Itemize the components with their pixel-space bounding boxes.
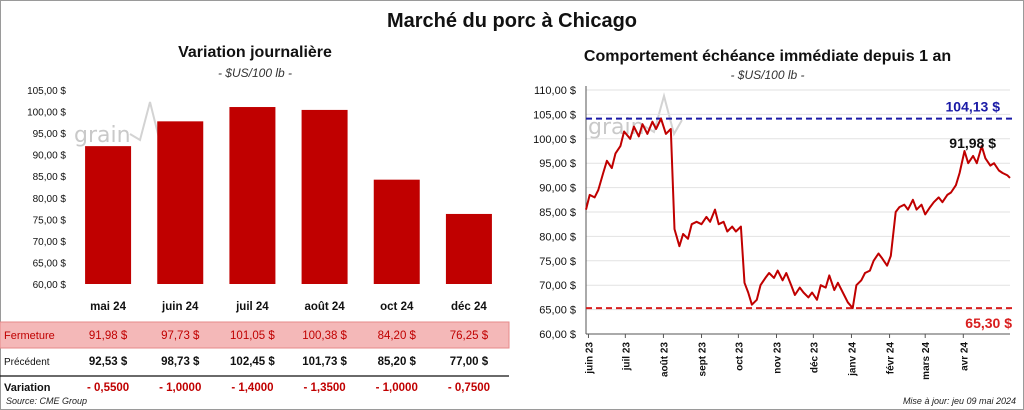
y-tick-label: 80,00 $ [33,194,67,205]
bar-chart: grain 60,00 $ 65,00 $ 70,00 $ 75,00 $ 80,00 $… [0,86,510,394]
table-cell: 85,20 $ [378,356,417,368]
table-cell: - 0,5500 [87,382,129,394]
table-cell: - 1,0000 [376,382,418,394]
y-tick-label: 95,00 $ [33,129,67,140]
category-label: juil 24 [235,301,269,313]
y-tick-label: 60,00 $ [539,329,576,341]
bar [229,107,276,284]
ref-label-high: 104,13 $ [946,99,1001,115]
bar [301,109,348,285]
watermark-mark [643,92,683,137]
table-row-label: Variation [4,382,51,394]
left-chart-subtitle: - $US/100 lb - [217,66,293,80]
y-tick-label: 90,00 $ [539,183,576,195]
table-row-label: Fermeture [4,330,55,342]
x-tick-label: févr 24 [886,342,897,375]
price-line [585,117,1011,310]
y-tick-label: 85,00 $ [33,172,67,183]
x-tick-label: déc 23 [809,342,820,374]
bar [373,179,420,284]
y-tick-label: 70,00 $ [33,237,67,248]
source-note: Source: CME Group [6,396,88,406]
category-label: mai 24 [90,301,126,313]
x-tick-label: août 23 [659,342,670,377]
y-tick-label: 110,00 $ [534,85,576,97]
table-cell: 101,73 $ [302,356,347,368]
table-cell: 102,45 $ [230,356,275,368]
table-row-label: Précédent [4,357,50,368]
x-tick-label: nov 23 [772,342,783,374]
y-tick-label: 65,00 $ [33,258,67,269]
table-cell: - 1,4000 [231,382,273,394]
category-label: août 24 [304,301,345,313]
main-title: Marché du porc à Chicago [386,10,638,32]
category-label: oct 24 [380,301,414,313]
y-tick-label: 105,00 $ [533,109,576,121]
bar [85,146,132,284]
y-tick-label: 100,00 $ [27,108,66,119]
y-tick-label: 75,00 $ [539,256,576,268]
table-cell: - 1,3500 [303,382,345,394]
table-cell: 98,73 $ [161,356,200,368]
x-tick-label: sept 23 [698,342,709,377]
table-cell: 77,00 $ [450,356,489,368]
x-tick-label: oct 23 [734,342,745,371]
table-cell: - 1,0000 [159,382,201,394]
fermeture-row-band [0,321,510,349]
category-label: déc 24 [451,301,487,313]
y-tick-label: 90,00 $ [33,151,67,162]
table-cell: - 0,7500 [448,382,490,394]
y-tick-label: 85,00 $ [539,207,576,219]
x-tick-label: janv 24 [847,342,858,377]
table-cell: 101,05 $ [230,330,275,342]
last-value-label: 91,98 $ [949,135,996,151]
watermark-text: grain [74,123,131,148]
y-tick-label: 105,00 $ [27,86,66,97]
right-chart-subtitle: - $US/100 lb - [730,68,805,82]
x-tick-label: mars 24 [921,342,932,380]
bar [445,213,492,284]
x-tick-label: juin 23 [584,342,595,375]
y-tick-label: 75,00 $ [33,215,67,226]
y-tick-label: 80,00 $ [539,231,576,243]
table-cell: 84,20 $ [378,330,417,342]
y-tick-label: 70,00 $ [539,280,576,292]
y-tick-label: 60,00 $ [33,280,67,291]
left-chart-title: Variation journalière [178,44,332,61]
x-tick-label: juil 23 [621,342,632,372]
table-cell: 97,73 $ [161,330,200,342]
bar [157,121,204,285]
y-tick-label: 100,00 $ [533,134,576,146]
table-cell: 92,53 $ [89,356,128,368]
table-cell: 91,98 $ [89,330,128,342]
x-tick-label: avr 24 [959,342,970,371]
right-chart-title: Comportement échéance immédiate depuis 1… [583,48,952,65]
table-cell: 76,25 $ [450,330,489,342]
ref-label-low: 65,30 $ [965,315,1012,331]
y-tick-label: 65,00 $ [539,305,576,317]
update-note: Mise à jour: jeu 09 mai 2024 [902,396,1016,406]
category-label: juin 24 [161,301,199,313]
y-tick-label: 95,00 $ [539,158,576,170]
table-cell: 100,38 $ [302,330,347,342]
